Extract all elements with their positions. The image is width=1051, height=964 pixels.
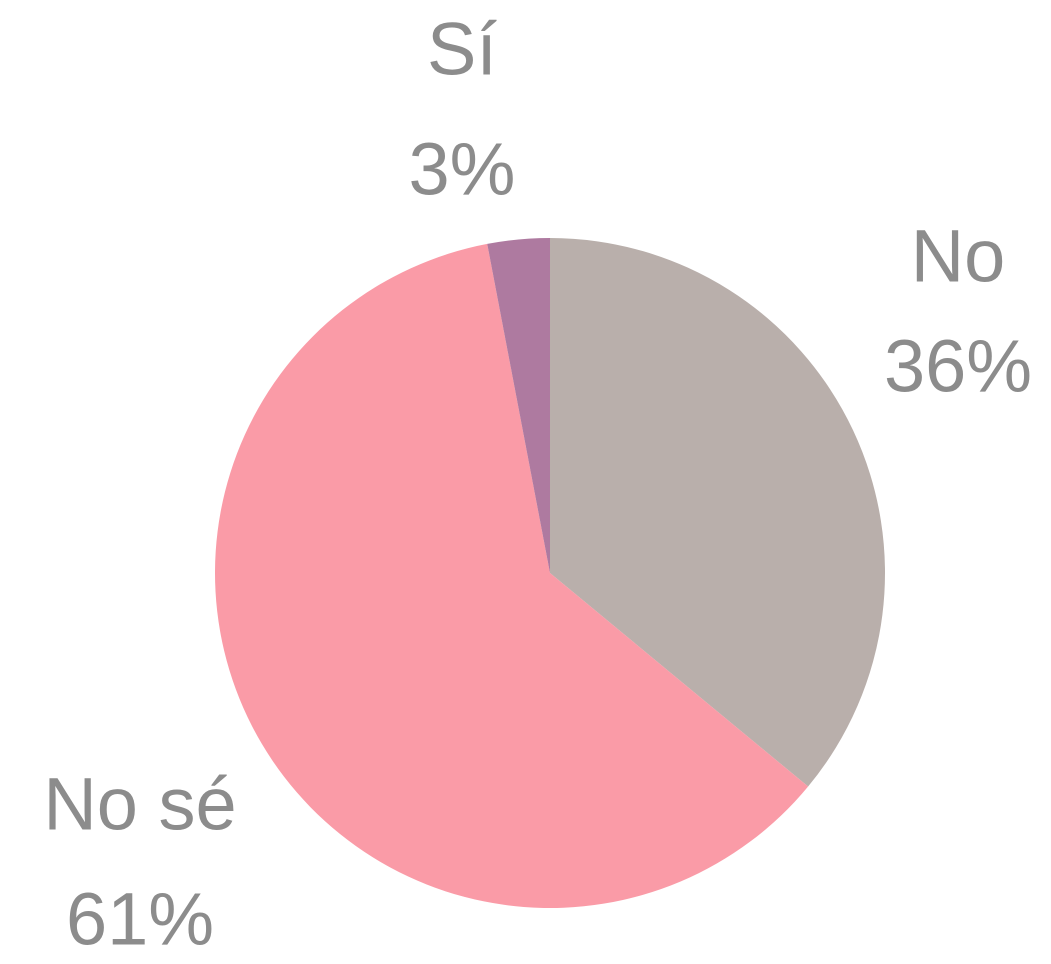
pie-slice bbox=[215, 243, 809, 909]
slice-value-label: 36% bbox=[884, 325, 1032, 408]
slice-value-label: 3% bbox=[409, 128, 516, 211]
slice-label: No sé bbox=[43, 763, 236, 846]
pie-slice bbox=[550, 238, 885, 787]
slice-label: No bbox=[911, 215, 1006, 298]
slice-value-label: 61% bbox=[66, 878, 214, 961]
slice-label: Sí bbox=[427, 8, 497, 91]
pie-slice bbox=[487, 238, 550, 573]
